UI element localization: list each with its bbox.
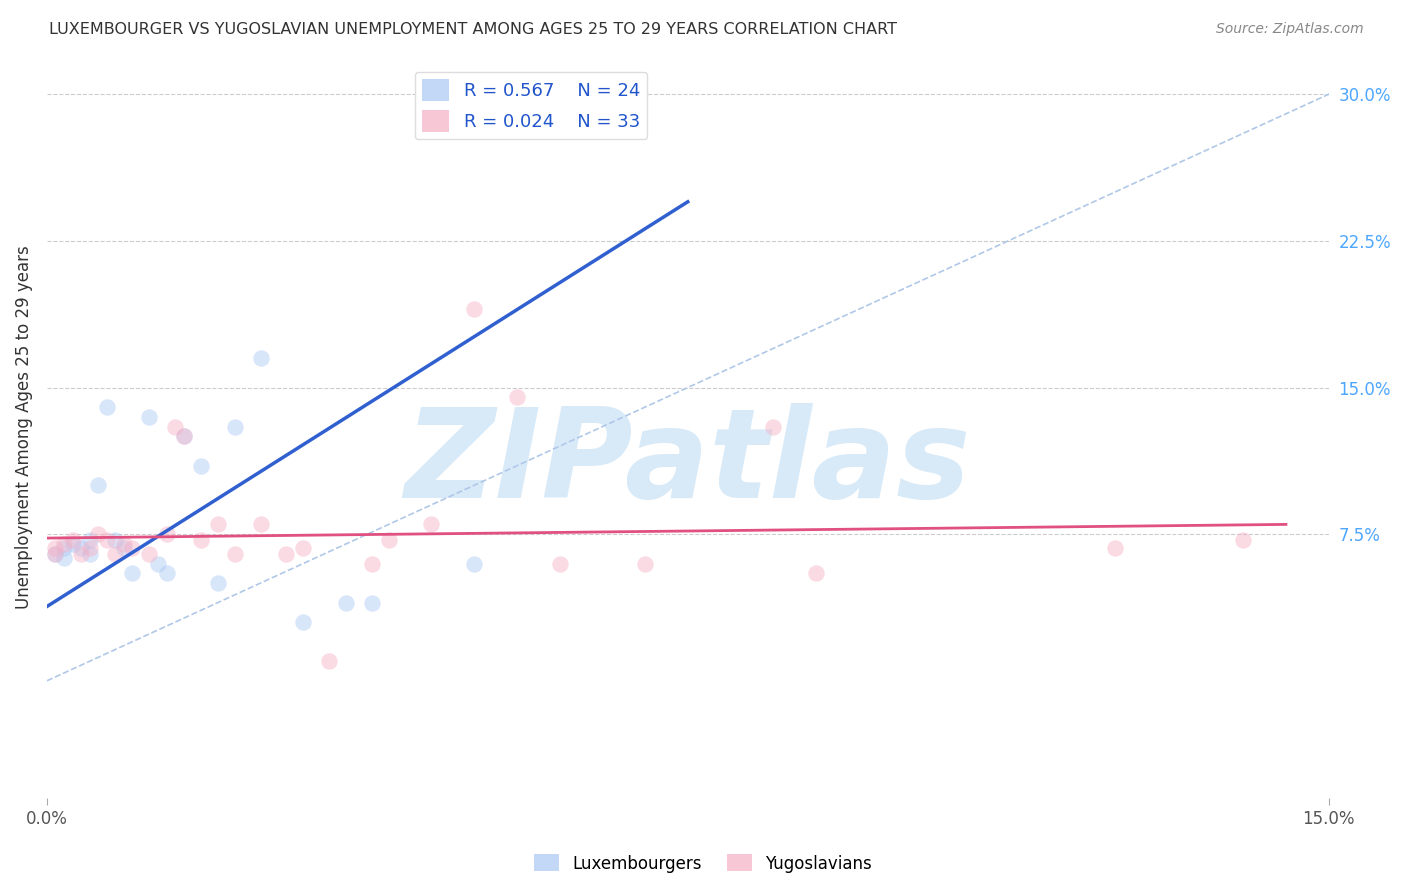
Point [96,400,118,414]
Point [70,541,93,555]
Point [70,547,93,561]
Point [224,547,246,561]
Point [155,527,177,541]
Point [224,419,246,434]
Point [463,302,485,317]
Y-axis label: Unemployment Among Ages 25 to 29 years: Unemployment Among Ages 25 to 29 years [15,244,32,608]
Point [53,537,76,551]
Point [318,654,340,668]
Point [762,419,785,434]
Legend: R = 0.567    N = 24, R = 0.024    N = 33: R = 0.567 N = 24, R = 0.024 N = 33 [415,71,647,139]
Point [79,533,101,547]
Point [44,547,66,561]
Point [62,537,84,551]
Point [62,533,84,547]
Point [207,576,229,591]
Point [112,537,135,551]
Point [292,541,315,555]
Point [1104,541,1126,555]
Point [44,541,66,555]
Point [190,533,212,547]
Point [96,533,118,547]
Point [292,615,315,629]
Point [121,566,143,581]
Point [804,566,827,581]
Point [53,541,76,555]
Text: LUXEMBOURGER VS YUGOSLAVIAN UNEMPLOYMENT AMONG AGES 25 TO 29 YEARS CORRELATION C: LUXEMBOURGER VS YUGOSLAVIAN UNEMPLOYMENT… [49,22,897,37]
Point [87,478,110,492]
Point [146,557,169,571]
Text: Source: ZipAtlas.com: Source: ZipAtlas.com [1216,22,1364,37]
Point [155,566,177,581]
Point [249,351,271,366]
Legend: Luxembourgers, Yugoslavians: Luxembourgers, Yugoslavians [527,847,879,880]
Point [360,557,382,571]
Point [44,547,66,561]
Point [173,429,195,443]
Point [335,596,357,610]
Point [377,533,399,547]
Point [104,547,127,561]
Point [165,419,187,434]
Point [249,517,271,532]
Point [276,547,298,561]
Point [87,527,110,541]
Point [138,547,160,561]
Point [53,550,76,565]
Point [207,517,229,532]
Point [121,541,143,555]
Point [138,409,160,424]
Point [112,541,135,555]
Point [79,541,101,555]
Point [173,429,195,443]
Point [104,533,127,547]
Text: ZIPatlas: ZIPatlas [405,403,972,524]
Point [190,458,212,473]
Point [548,557,571,571]
Point [79,547,101,561]
Point [360,596,382,610]
Point [1232,533,1254,547]
Point [420,517,443,532]
Point [634,557,657,571]
Point [506,390,529,404]
Point [463,557,485,571]
